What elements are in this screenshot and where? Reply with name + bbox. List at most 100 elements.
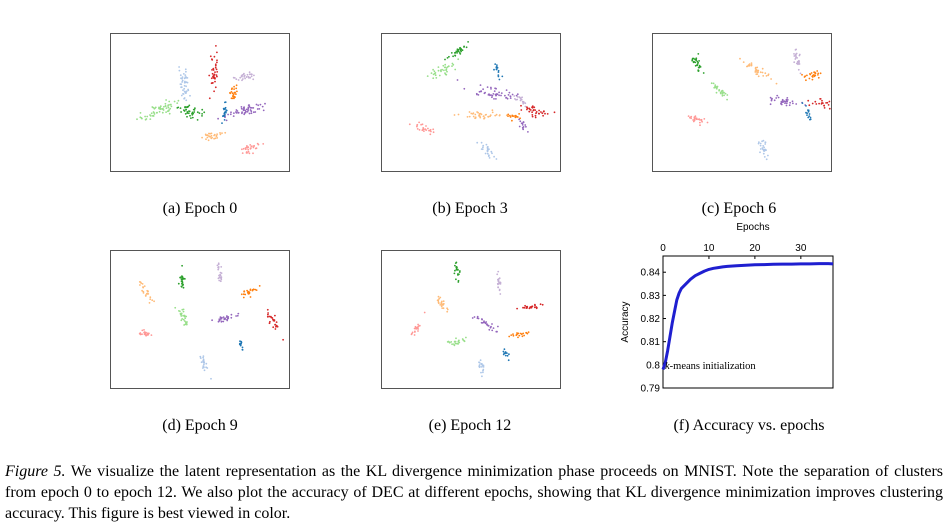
cluster-light-green <box>136 99 180 121</box>
cluster-green <box>691 53 705 74</box>
scatter-point <box>203 369 206 372</box>
scatter-point <box>476 317 479 320</box>
scatter-point <box>496 282 499 285</box>
scatter-point <box>767 74 770 77</box>
scatter-point <box>230 316 233 319</box>
scatter-point <box>450 341 453 343</box>
scatter-point <box>146 115 149 118</box>
scatter-point <box>698 65 701 68</box>
scatter-point <box>437 66 440 68</box>
y-tick-label: 0.83 <box>641 291 661 302</box>
scatter-point <box>275 324 278 327</box>
scatter-point <box>723 91 725 94</box>
scatter-point <box>519 99 522 102</box>
scatter-point <box>806 112 808 115</box>
cluster-green <box>453 261 461 283</box>
scatter-point <box>215 135 218 137</box>
scatter-point <box>210 134 213 137</box>
cluster-red <box>208 45 219 100</box>
scatter-point <box>210 137 213 140</box>
cluster-blue <box>238 340 244 351</box>
scatter-point <box>491 323 493 325</box>
scatter-point <box>241 79 243 82</box>
scatter-point <box>481 375 483 378</box>
scatter-point <box>183 97 186 99</box>
scatter-point <box>497 270 500 273</box>
scatter-point <box>224 318 226 321</box>
scatter-point <box>492 93 495 95</box>
scatter-point <box>821 99 823 102</box>
scatter-point <box>248 112 251 115</box>
scatter-point <box>693 118 696 120</box>
scatter-point <box>184 317 187 320</box>
scatter-point <box>214 86 217 89</box>
scatter-point <box>266 315 269 318</box>
scatter-point <box>150 112 153 115</box>
scatter-point <box>494 114 497 117</box>
scatter-point <box>235 84 238 87</box>
scatter-point <box>217 268 220 271</box>
scatter-point <box>534 109 537 111</box>
cluster-light-blue <box>478 359 485 378</box>
scatter-point <box>257 104 260 107</box>
scatter-point <box>817 74 819 76</box>
scatter-point <box>534 114 537 117</box>
scatter-point <box>822 102 824 104</box>
scatter-point <box>689 116 691 119</box>
scatter-point <box>479 116 482 119</box>
scatter-point <box>690 115 693 118</box>
scatter-point <box>203 361 206 364</box>
scatter-point <box>141 289 143 292</box>
scatter-point <box>485 321 488 323</box>
scatter-point <box>483 321 486 324</box>
scatter-point <box>247 150 250 153</box>
scatter-point <box>439 296 442 299</box>
scatter-point <box>518 125 521 128</box>
scatter-point <box>194 107 196 110</box>
scatter-point <box>531 105 534 108</box>
scatter-point <box>144 332 147 335</box>
scatter-point <box>212 75 214 78</box>
x-tick-label: 10 <box>703 243 715 254</box>
scatter-point <box>432 77 435 80</box>
scatter-point <box>488 157 491 159</box>
scatter-point <box>528 110 531 113</box>
accuracy-chart: 0 10 20 30 Epochs 0.79 0.8 0.81 0.82 0.83 0.84 Accu… <box>620 222 834 395</box>
scatter-point <box>770 78 772 80</box>
scatter-point <box>182 89 184 92</box>
scatter-point <box>480 141 483 144</box>
scatter-point <box>210 132 213 135</box>
scatter-point <box>440 301 443 303</box>
scatter-point <box>697 70 700 72</box>
scatter-point <box>216 71 219 73</box>
scatter-point <box>496 330 498 333</box>
scatter-point <box>702 72 705 74</box>
scatter-point <box>463 45 465 48</box>
scatter-point <box>807 110 810 113</box>
scatter-point <box>457 274 459 276</box>
scatter-point <box>493 98 495 100</box>
scatter-point <box>226 319 229 322</box>
x-tick-label: 20 <box>749 243 761 254</box>
cluster-light-orange <box>436 295 449 313</box>
scatter-point <box>816 70 819 72</box>
scatter-point <box>220 317 222 320</box>
scatter-point <box>696 60 699 63</box>
scatter-point <box>261 105 264 108</box>
cluster-purple <box>769 94 807 107</box>
scatter-point <box>499 283 502 285</box>
scatter-point <box>486 146 489 149</box>
scatter-point <box>518 96 521 99</box>
cluster-orange <box>508 331 530 339</box>
scatter-point <box>432 128 435 131</box>
cluster-light-blue <box>757 139 769 161</box>
scatter-point <box>229 113 232 116</box>
scatter-point <box>168 112 171 115</box>
scatter-point <box>757 142 760 145</box>
cluster-light-green <box>426 58 460 80</box>
scatter-point <box>759 144 762 147</box>
scatter-point <box>206 136 209 139</box>
scatter-point <box>452 55 454 58</box>
scatter-point <box>498 91 500 94</box>
scatter-point <box>521 335 524 338</box>
